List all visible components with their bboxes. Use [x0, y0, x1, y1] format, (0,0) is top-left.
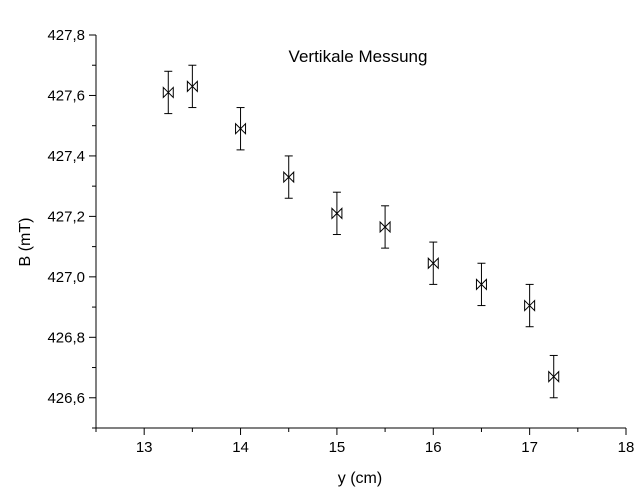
y-tick-label: 427,2 — [47, 208, 85, 225]
y-tick-label: 427,8 — [47, 27, 85, 44]
y-tick-label: 426,6 — [47, 390, 85, 407]
x-tick-label: 16 — [425, 439, 442, 456]
marker-right — [480, 278, 487, 291]
chart-title: Vertikale Messung — [289, 47, 428, 66]
marker-right — [191, 80, 198, 93]
ticks: 13 14 15 16 17 18 426,6 426,8 427,0 427,2 427,4 427… — [47, 27, 634, 456]
marker-right — [336, 207, 343, 220]
marker-right — [239, 122, 247, 135]
marker-right — [528, 299, 536, 312]
marker-right — [432, 257, 439, 270]
y-tick-label: 427,4 — [47, 148, 85, 165]
axes — [95, 35, 626, 429]
marker-right — [384, 220, 391, 234]
marker-left — [331, 207, 338, 220]
x-tick-label: 18 — [618, 439, 635, 456]
data-point — [162, 70, 174, 115]
data-point — [379, 205, 391, 249]
marker-left — [162, 86, 169, 99]
marker-left — [475, 278, 483, 291]
data-point — [548, 354, 560, 399]
x-tick-label: 14 — [232, 439, 249, 456]
marker-left — [186, 80, 194, 93]
data-points — [162, 64, 560, 399]
y-tick-label: 427,6 — [47, 87, 85, 104]
marker-left — [524, 299, 531, 312]
x-tick-label: 15 — [329, 439, 346, 456]
y-tick-label: 426,8 — [47, 329, 85, 346]
marker-right — [553, 370, 560, 383]
y-tick-label: 427,0 — [47, 269, 85, 286]
marker-left — [379, 220, 386, 234]
marker-right — [167, 86, 174, 99]
data-point — [475, 262, 487, 307]
y-axis-title: B (mT) — [17, 218, 34, 267]
x-axis-title: y (cm) — [338, 470, 382, 487]
marker-right — [288, 170, 295, 184]
data-point — [427, 241, 439, 285]
data-point — [283, 155, 295, 199]
data-point — [186, 64, 198, 109]
marker-left — [548, 370, 555, 383]
x-tick-label: 17 — [521, 439, 538, 456]
data-point — [235, 107, 247, 151]
marker-left — [235, 122, 242, 135]
x-tick-label: 13 — [136, 439, 153, 456]
marker-left — [427, 257, 434, 270]
data-point — [524, 283, 536, 328]
data-point — [331, 191, 343, 236]
marker-left — [283, 170, 290, 184]
